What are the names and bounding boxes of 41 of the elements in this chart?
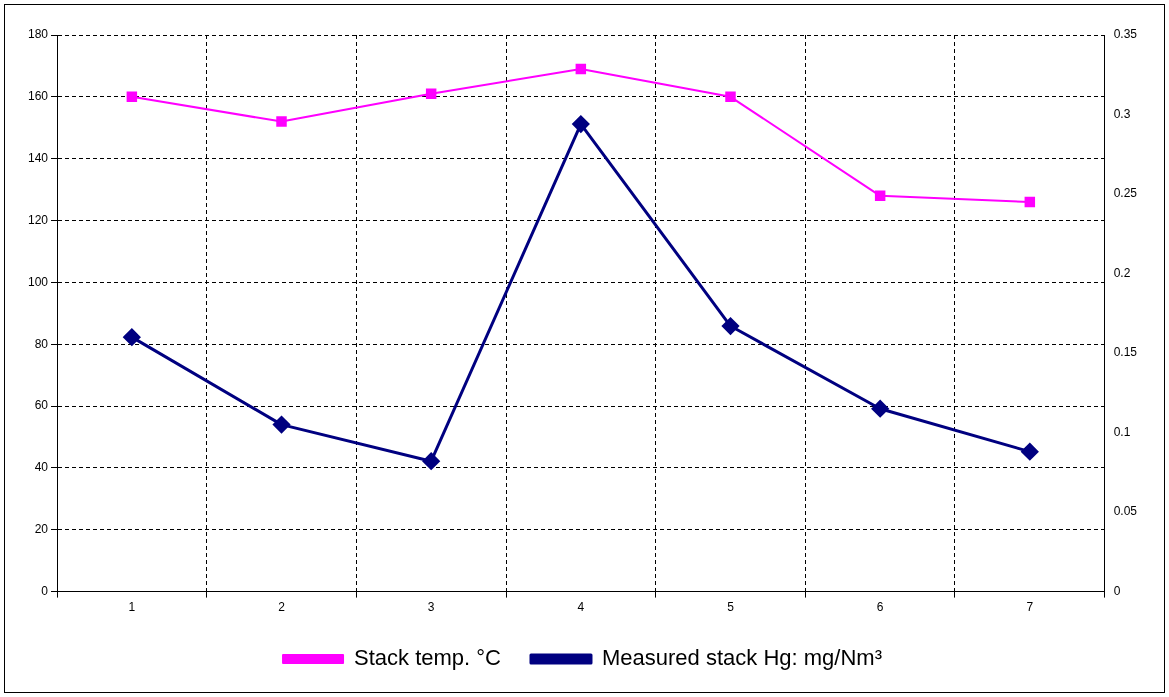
point [721, 317, 739, 335]
y-tick-label: 140 [27, 151, 49, 165]
legend-label: Stack temp. °C [354, 645, 502, 671]
x-tick-label: 1 [128, 600, 136, 615]
y-tick-label: 80 [34, 336, 49, 351]
point [425, 88, 437, 99]
point [871, 400, 889, 418]
point [874, 190, 886, 202]
x-tick-label: 2 [278, 600, 286, 615]
y-tick-label: 60 [34, 398, 49, 413]
y2-tick-label: 0.1 [1113, 424, 1131, 439]
y2-tick-label: 0 [1113, 583, 1121, 598]
y2-tick-label: 0.15 [1113, 345, 1138, 360]
point [575, 63, 587, 75]
x-tick-label: 5 [727, 600, 735, 615]
x-tick-label: 4 [577, 600, 585, 615]
point [1021, 443, 1039, 461]
y2-tick-label: 0.05 [1113, 504, 1138, 519]
point [1024, 196, 1036, 208]
y2-tick-label: 0.35 [1113, 27, 1138, 42]
y-tick-label: 0 [41, 583, 49, 598]
y-tick-label: 160 [27, 89, 49, 104]
x-tick-label: 7 [1026, 600, 1034, 615]
y2-tick-label: 0.2 [1113, 265, 1131, 280]
point [123, 328, 141, 346]
point [572, 115, 590, 133]
y-tick-label: 180 [27, 27, 49, 42]
point [422, 452, 440, 470]
point [725, 91, 736, 103]
legend-label: Measured stack Hg: mg/Nm³ [602, 645, 882, 671]
point [126, 91, 138, 103]
y-tick-label: 40 [34, 460, 49, 475]
y-tick-label: 120 [27, 212, 49, 227]
point [276, 116, 287, 127]
y-tick-label: 20 [34, 522, 49, 537]
y2-tick-label: 0.3 [1113, 106, 1131, 121]
y-tick-label: 100 [27, 274, 49, 289]
point [273, 416, 291, 434]
y2-tick-label: 0.25 [1113, 186, 1138, 201]
x-tick-label: 6 [876, 600, 884, 615]
x-tick-label: 3 [427, 600, 435, 615]
